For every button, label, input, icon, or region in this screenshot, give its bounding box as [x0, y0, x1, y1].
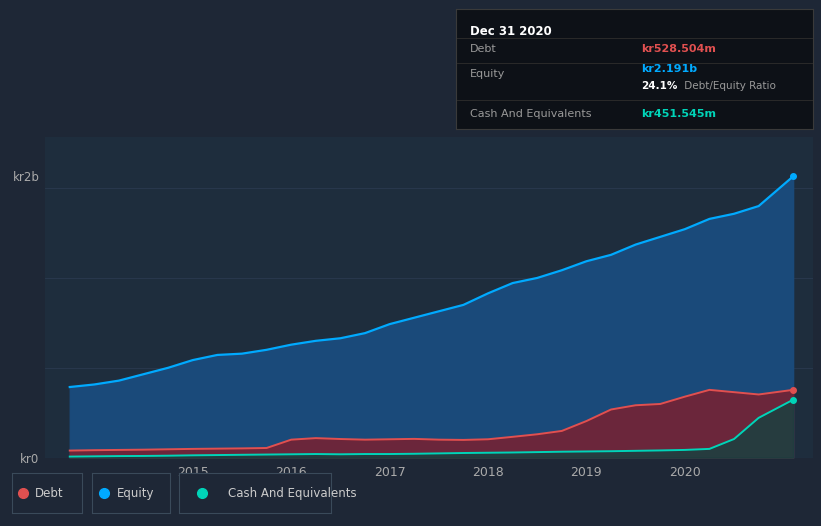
Text: kr451.545m: kr451.545m	[641, 109, 717, 119]
Text: Debt/Equity Ratio: Debt/Equity Ratio	[681, 80, 776, 90]
Text: Cash And Equivalents: Cash And Equivalents	[227, 487, 356, 500]
Text: Cash And Equivalents: Cash And Equivalents	[470, 109, 591, 119]
Text: Debt: Debt	[34, 487, 63, 500]
Text: kr2.191b: kr2.191b	[641, 64, 698, 74]
Text: Debt: Debt	[470, 44, 497, 54]
Text: kr528.504m: kr528.504m	[641, 44, 716, 54]
Text: Equity: Equity	[470, 69, 505, 79]
Text: 24.1%: 24.1%	[641, 80, 678, 90]
Text: Dec 31 2020: Dec 31 2020	[470, 25, 552, 37]
Text: Equity: Equity	[117, 487, 154, 500]
